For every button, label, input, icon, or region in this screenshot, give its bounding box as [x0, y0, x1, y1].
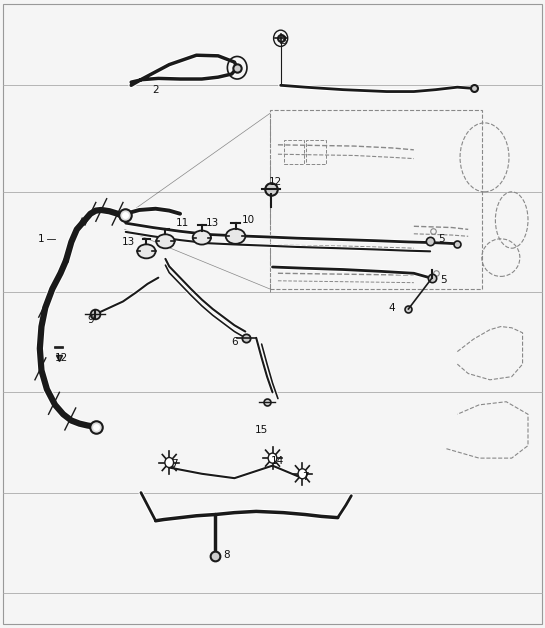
Bar	[270, 111, 482, 289]
Ellipse shape	[193, 230, 211, 244]
Circle shape	[268, 453, 277, 463]
Text: 14: 14	[271, 457, 284, 466]
Ellipse shape	[137, 244, 155, 258]
Text: 11: 11	[176, 218, 190, 228]
Text: 6: 6	[231, 337, 238, 347]
Ellipse shape	[226, 229, 245, 244]
Text: 1: 1	[38, 234, 45, 244]
Text: 3: 3	[280, 36, 287, 46]
Ellipse shape	[156, 234, 174, 248]
Bar	[284, 140, 304, 164]
Text: 13: 13	[122, 237, 135, 247]
Text: 10: 10	[241, 215, 255, 225]
Text: 13: 13	[206, 218, 219, 228]
Text: 15: 15	[255, 425, 268, 435]
Bar	[306, 140, 326, 164]
Text: 5: 5	[440, 274, 447, 284]
Text: 7: 7	[171, 460, 178, 469]
Text: 2: 2	[152, 85, 159, 95]
Circle shape	[298, 468, 307, 479]
Text: 5: 5	[438, 234, 444, 244]
Text: 7: 7	[302, 472, 308, 482]
Text: 9: 9	[87, 315, 94, 325]
Text: 4: 4	[389, 303, 396, 313]
Text: 8: 8	[223, 550, 229, 560]
Text: 12: 12	[55, 353, 68, 363]
Text: 12: 12	[269, 178, 282, 187]
Circle shape	[165, 457, 173, 467]
